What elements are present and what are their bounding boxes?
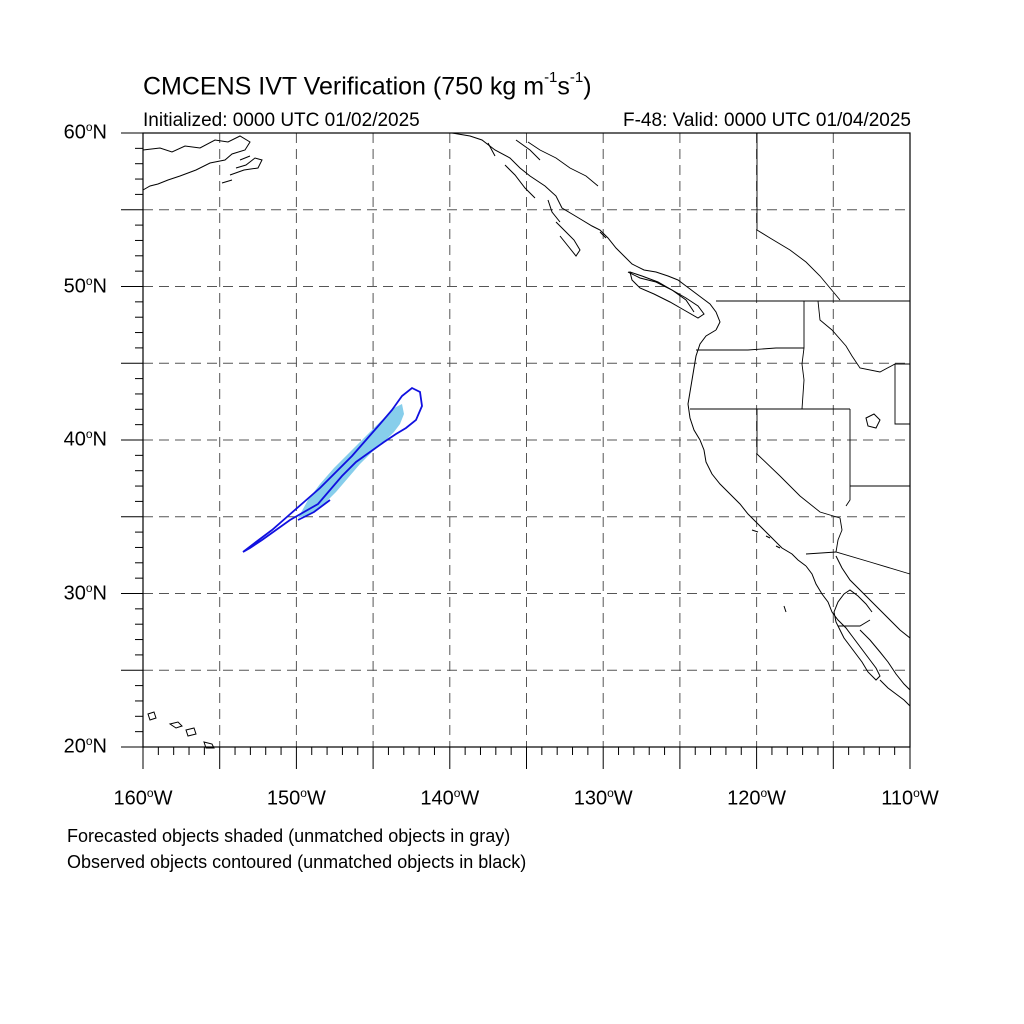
title-mid: s [557, 72, 570, 101]
hemisphere: N [92, 121, 107, 144]
longitude-degree: 160 [113, 787, 147, 810]
forecast-objects [298, 404, 404, 518]
alaska-islands [221, 155, 263, 184]
latitude-degree: 50 [63, 275, 86, 298]
longitude-degree: 120 [727, 787, 761, 810]
mexico-west-coast [859, 629, 911, 691]
latitude-label: 40oN [64, 427, 107, 452]
longitude-degree: 130 [573, 787, 608, 810]
initialized-label: Initialized: 0000 UTC 01/02/2025 [143, 110, 420, 131]
latitude-label: 20oN [64, 734, 107, 759]
mexico-mainland-coast [835, 555, 911, 707]
hemisphere: N [92, 428, 107, 451]
hemisphere: W [919, 787, 939, 810]
longitude-label: 120oW [727, 786, 786, 811]
alaska-panhandle-coast [451, 132, 721, 331]
lat-lon-grid [143, 133, 910, 747]
hemisphere: N [92, 582, 107, 605]
longitude-label: 140oW [420, 786, 479, 811]
degree-symbol: o [760, 786, 768, 800]
arizona-california-border [835, 517, 843, 553]
chart-title: CMCENS IVT Verification (750 kg m-1s-1) [143, 69, 592, 101]
degree-symbol: o [85, 273, 93, 288]
degree-symbol: o [85, 120, 93, 134]
political-borders [527, 133, 911, 627]
axis-ticks [121, 132, 911, 769]
latitude-label: 60oN [64, 120, 107, 145]
idaho-border [801, 301, 805, 410]
valid-time-label: F-48: Valid: 0000 UTC 01/04/2025 [623, 110, 911, 131]
observed-note: Observed objects contoured (unmatched ob… [67, 852, 527, 872]
hemisphere: N [92, 275, 107, 298]
baja-coast [805, 565, 881, 681]
mexico-state-lines [838, 619, 871, 627]
longitude-label: 150oW [267, 786, 326, 811]
longitude-label: 160oW [114, 786, 173, 811]
great-salt-lake [865, 413, 881, 429]
degree-symbol: o [913, 786, 920, 800]
title-exponent-1: -1 [544, 69, 558, 86]
title-exponent-2: -1 [569, 69, 584, 86]
hemisphere: W [306, 787, 326, 810]
hemisphere: W [460, 787, 480, 810]
idaho-montana-border [817, 300, 910, 373]
small-islands [751, 529, 787, 613]
us-mexico-border [805, 551, 911, 575]
hemisphere: W [613, 787, 633, 810]
longitude-degree: 110 [881, 787, 914, 810]
hemisphere: W [767, 787, 787, 810]
hemisphere: W [153, 787, 173, 810]
latitude-degree: 40 [63, 428, 86, 451]
latitude-label: 30oN [64, 581, 107, 606]
us-west-coast [687, 329, 807, 567]
alaska-coast [142, 135, 251, 191]
vancouver-island [629, 271, 705, 319]
plot-frame [142, 132, 911, 748]
title-main: CMCENS IVT Verification (750 kg m [143, 72, 545, 101]
title-end: ) [583, 72, 592, 101]
degree-symbol: o [85, 427, 93, 441]
coastlines [142, 132, 911, 749]
degree-symbol: o [146, 786, 154, 800]
longitude-degree: 150 [266, 787, 301, 810]
degree-symbol: o [85, 734, 93, 748]
degree-symbol: o [300, 786, 307, 800]
observed-object-matched-contour [242, 386, 423, 553]
washington-oregon-border [696, 347, 804, 351]
forecast-object-matched [298, 404, 404, 518]
latitude-degree: 60 [63, 121, 86, 144]
degree-symbol: o [453, 786, 461, 800]
canada-interior-line [756, 133, 841, 301]
observed-objects [242, 386, 423, 553]
latitude-degree: 30 [63, 582, 86, 605]
degree-symbol: o [85, 580, 93, 595]
longitude-degree: 140 [420, 787, 454, 810]
california-nevada-border [756, 409, 841, 519]
wyoming-box [894, 364, 910, 425]
alaska-canada-border [527, 141, 599, 187]
degree-symbol: o [607, 786, 614, 800]
forecast-note: Forecasted objects shaded (unmatched obj… [67, 826, 511, 846]
latitude-degree: 20 [63, 735, 86, 758]
hawaii-islands [147, 711, 215, 749]
latitude-label: 50oN [64, 274, 107, 299]
longitude-label: 110oW [881, 786, 938, 811]
nevada-utah-border [845, 409, 851, 507]
longitude-label: 130oW [574, 786, 633, 811]
hemisphere: N [92, 735, 107, 758]
